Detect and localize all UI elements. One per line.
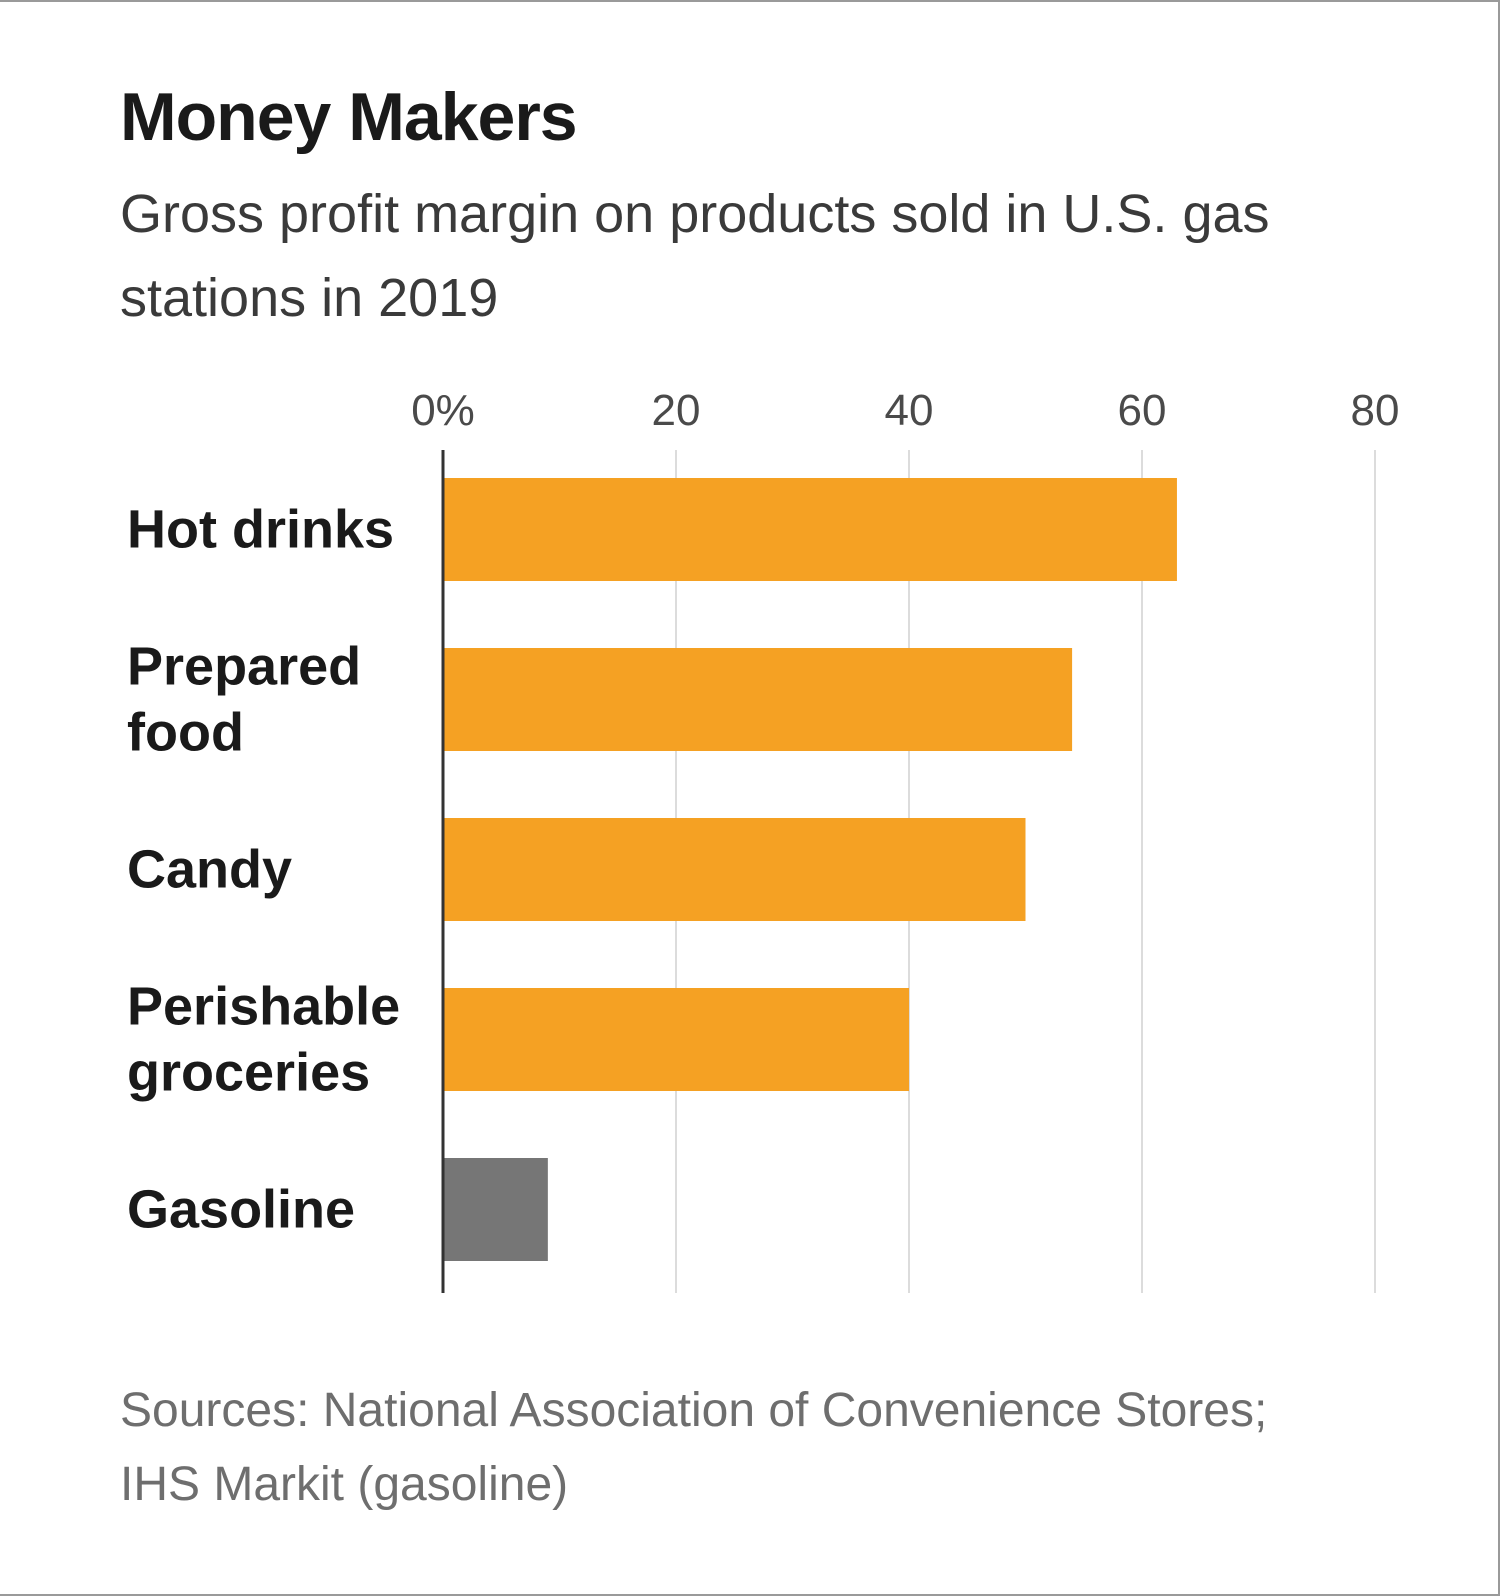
bar-gasoline: [443, 1158, 548, 1261]
x-tick-label: 20: [652, 386, 701, 435]
gridlines: [675, 450, 1376, 1293]
category-label: Hot drinks: [127, 500, 394, 560]
source-note: Sources: National Association of Conveni…: [120, 1384, 1268, 1511]
category-label: Prepared: [127, 637, 361, 697]
x-tick-label: 80: [1351, 386, 1400, 435]
category-label: food: [127, 703, 244, 763]
category-label: groceries: [127, 1043, 370, 1103]
category-label: Gasoline: [127, 1180, 355, 1240]
bar-hot-drinks: [443, 478, 1177, 581]
bars: [443, 478, 1177, 1261]
bar-prepared-food: [443, 648, 1073, 751]
bar-perishable-groceries: [443, 988, 909, 1091]
chart-subtitle: Gross profit margin on products sold in …: [120, 184, 1270, 328]
category-label: Candy: [127, 840, 292, 900]
x-axis-ticks: 0% 20 40 60 80: [411, 386, 1399, 435]
category-label: Perishable: [127, 977, 400, 1037]
x-tick-label: 60: [1118, 386, 1167, 435]
x-tick-label: 0%: [411, 386, 475, 435]
chart-title: Money Makers: [120, 79, 578, 155]
x-tick-label: 40: [885, 386, 934, 435]
bar-candy: [443, 818, 1026, 921]
